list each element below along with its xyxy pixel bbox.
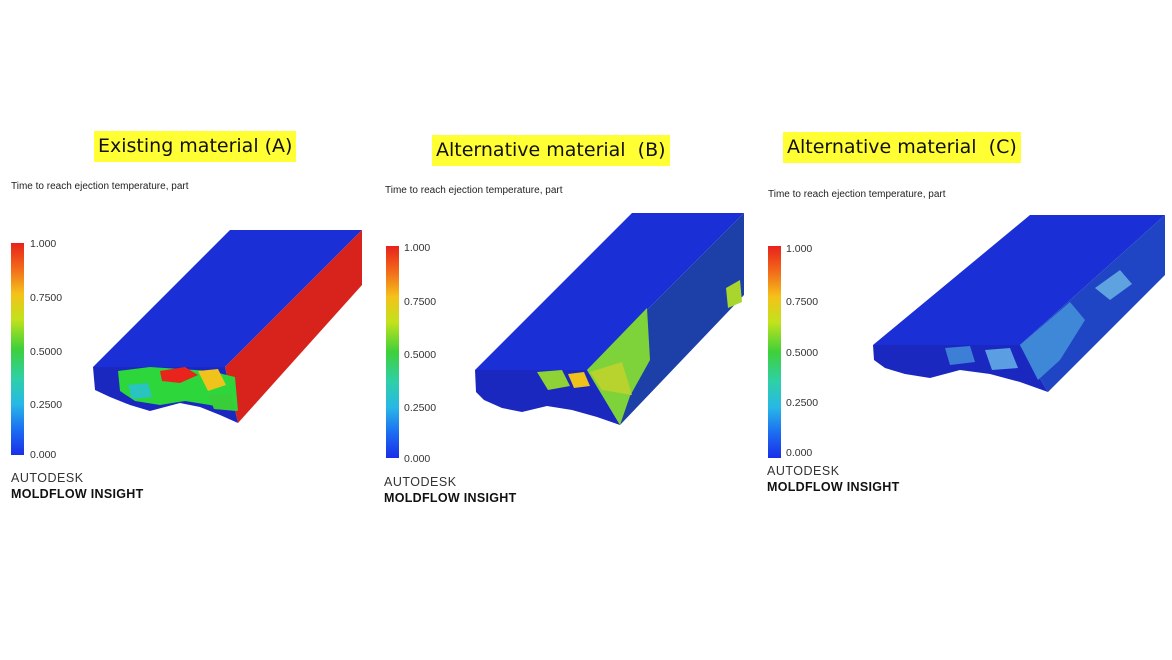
panel-title: Existing material (A): [94, 131, 297, 162]
legend-tick: 0.000: [30, 449, 57, 461]
legend-tick: 0.5000: [30, 346, 63, 358]
legend-tick: 0.7500: [786, 296, 819, 308]
legend-tick: 1.000: [404, 242, 431, 254]
panel-b: Alternative material (B) Time to reach e…: [380, 0, 770, 660]
moldflow-insight-logo-text: MOLDFLOW INSIGHT: [11, 487, 144, 501]
legend-tick: 0.2500: [30, 399, 63, 411]
panel-title: Alternative material (B): [432, 135, 670, 166]
legend-tick: 0.7500: [30, 292, 63, 304]
part-3d-model: [475, 213, 744, 425]
legend-tick: 0.000: [404, 453, 431, 465]
autodesk-logo-text: AUTODESK: [384, 475, 457, 489]
moldflow-insight-logo-text: MOLDFLOW INSIGHT: [384, 491, 517, 505]
legend-tick: 0.2500: [404, 402, 437, 414]
autodesk-logo-text: AUTODESK: [11, 471, 84, 485]
legend-tick: 1.000: [786, 243, 813, 255]
result-caption: Time to reach ejection temperature, part: [768, 189, 946, 200]
color-scale-bar: [386, 246, 399, 458]
panel-a: Existing material (A) Time to reach ejec…: [0, 0, 390, 660]
legend-tick: 0.7500: [404, 296, 437, 308]
legend-tick: 0.5000: [404, 349, 437, 361]
autodesk-logo-text: AUTODESK: [767, 464, 840, 478]
result-caption: Time to reach ejection temperature, part: [385, 185, 563, 196]
panel-c: Alternative material (C) Time to reach e…: [765, 0, 1165, 660]
legend-tick: 0.5000: [786, 347, 819, 359]
result-caption: Time to reach ejection temperature, part: [11, 181, 189, 192]
part-3d-model: [873, 215, 1165, 392]
legend-tick: 0.2500: [786, 397, 819, 409]
legend-tick: 0.000: [786, 447, 813, 459]
panel-title: Alternative material (C): [783, 132, 1021, 163]
color-scale-bar: [768, 246, 781, 458]
legend-tick: 1.000: [30, 238, 57, 250]
color-scale-bar: [11, 243, 24, 455]
part-3d-model: [93, 230, 362, 423]
moldflow-insight-logo-text: MOLDFLOW INSIGHT: [767, 480, 900, 494]
